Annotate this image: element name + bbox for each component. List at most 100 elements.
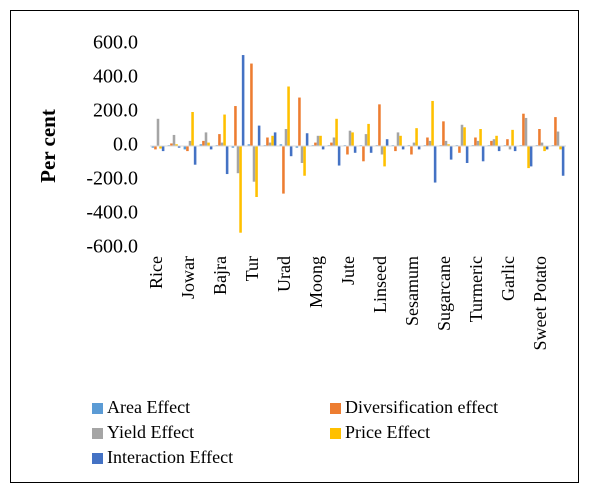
bar [426, 137, 429, 146]
bar [175, 144, 178, 146]
bar [335, 118, 338, 146]
y-tick-label: 400.0 [93, 66, 138, 88]
bar [367, 123, 370, 146]
legend-label: Price Effect [345, 422, 430, 442]
x-tick-label: Tur [242, 256, 262, 281]
x-tick-label: Urad [274, 256, 294, 292]
bar [527, 146, 530, 169]
x-tick-label: Sweet Potato [530, 256, 550, 351]
bar [524, 117, 528, 146]
bar [433, 146, 437, 183]
bar [239, 146, 242, 233]
bar [463, 127, 466, 146]
legend-swatch [92, 403, 103, 414]
bar [497, 146, 501, 152]
bar [561, 146, 565, 176]
bar [346, 146, 349, 155]
bar [252, 146, 256, 182]
bar [538, 129, 541, 146]
bar [479, 129, 482, 146]
bar [284, 129, 288, 146]
x-tick-label: Bajra [210, 256, 230, 295]
bar [298, 97, 301, 146]
bar [282, 146, 285, 194]
bar [289, 146, 293, 157]
legend-swatch [92, 428, 103, 439]
bar [474, 137, 477, 146]
bar [225, 146, 229, 175]
y-tick-label: -600.0 [86, 236, 138, 258]
bar [231, 146, 235, 148]
bar [156, 118, 160, 146]
bar [362, 146, 365, 162]
bar [337, 146, 341, 166]
bar [268, 142, 272, 146]
x-tick-label: Garlic [498, 256, 518, 301]
bar [460, 124, 464, 146]
bar [506, 139, 509, 146]
x-tick-label: Linseed [370, 256, 390, 313]
bar [396, 132, 400, 146]
x-tick-label: Moong [306, 256, 326, 308]
bar [207, 142, 210, 146]
x-tick-label: Turmeric [466, 256, 486, 322]
bar [378, 104, 381, 146]
bar [321, 146, 325, 150]
bar [508, 146, 512, 150]
bar [303, 146, 306, 176]
x-tick-label: Jute [338, 256, 358, 285]
bar [428, 140, 432, 146]
bar [266, 137, 269, 146]
bar [159, 146, 162, 149]
bar [193, 146, 197, 165]
bar [295, 146, 299, 148]
bar [380, 146, 384, 155]
bar [271, 135, 274, 146]
bar [151, 146, 155, 148]
bar [529, 146, 533, 167]
bar [481, 146, 485, 162]
legend-swatch [330, 403, 341, 414]
bar [410, 146, 413, 155]
legend-label: Yield Effect [107, 422, 194, 442]
bar [447, 144, 450, 146]
bar [191, 112, 194, 146]
legend-label: Diversification effect [345, 397, 498, 417]
bar [177, 146, 181, 148]
bar [202, 140, 205, 146]
bar [236, 146, 240, 174]
bar [161, 146, 165, 152]
x-tick-label: Rice [146, 256, 166, 289]
bar [545, 146, 549, 150]
bar [241, 55, 245, 146]
legend-swatch [330, 428, 341, 439]
bar [316, 135, 320, 146]
y-tick-label: -200.0 [86, 168, 138, 190]
y-tick-label: 600.0 [93, 32, 138, 54]
bar [513, 146, 517, 152]
bar [348, 130, 352, 146]
bar [431, 100, 434, 146]
bar [401, 146, 405, 150]
bar [476, 140, 480, 146]
bar [188, 140, 192, 146]
bar [199, 144, 203, 146]
bar [257, 125, 261, 146]
bar [353, 146, 357, 153]
bar [369, 146, 373, 153]
bar [522, 113, 525, 146]
bar [234, 106, 237, 146]
bar [223, 114, 226, 146]
x-tick-label: Sesamum [402, 256, 422, 326]
x-tick-label: Jowar [178, 256, 198, 299]
bar [186, 146, 189, 152]
legend-label: Interaction Effect [107, 447, 233, 467]
bar [220, 142, 224, 146]
bar [247, 144, 251, 146]
bar [330, 142, 333, 146]
bar [279, 144, 283, 146]
bar [314, 142, 317, 146]
bar [490, 140, 493, 146]
legend-swatch [92, 453, 103, 464]
